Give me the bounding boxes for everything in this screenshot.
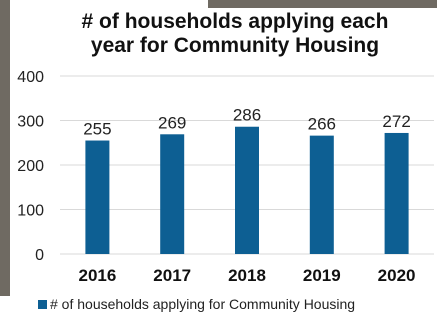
y-tick-label: 300	[17, 114, 44, 131]
data-label: 269	[158, 113, 186, 132]
y-tick-label: 0	[35, 247, 44, 264]
bar	[85, 140, 110, 254]
y-tick-label: 400	[17, 69, 44, 86]
x-tick-label: 2017	[153, 266, 191, 285]
legend-swatch	[38, 299, 47, 309]
data-label: 255	[83, 120, 111, 139]
chart-title-line-2: year for Community Housing	[90, 34, 380, 57]
slide-frame-top	[208, 0, 437, 8]
chart-title-line-1: # of households applying each	[81, 10, 389, 33]
bar	[384, 132, 409, 254]
bar	[309, 135, 334, 254]
y-tick-label: 200	[17, 158, 44, 175]
data-label: 266	[308, 115, 336, 134]
x-tick-label: 2016	[78, 266, 116, 285]
slide-frame-left	[0, 0, 10, 296]
data-label: 272	[382, 112, 410, 131]
x-tick-label: 2019	[303, 266, 341, 285]
x-tick-label: 2018	[228, 266, 266, 285]
bar	[160, 134, 185, 254]
data-label: 286	[233, 106, 261, 125]
chart-title: # of households applying each year for C…	[40, 10, 430, 58]
legend-label: # of households applying for Community H…	[50, 296, 356, 312]
bar	[235, 126, 259, 254]
legend: # of households applying for Community H…	[38, 296, 355, 312]
x-tick-label: 2020	[378, 266, 416, 285]
y-tick-label: 100	[17, 203, 44, 220]
